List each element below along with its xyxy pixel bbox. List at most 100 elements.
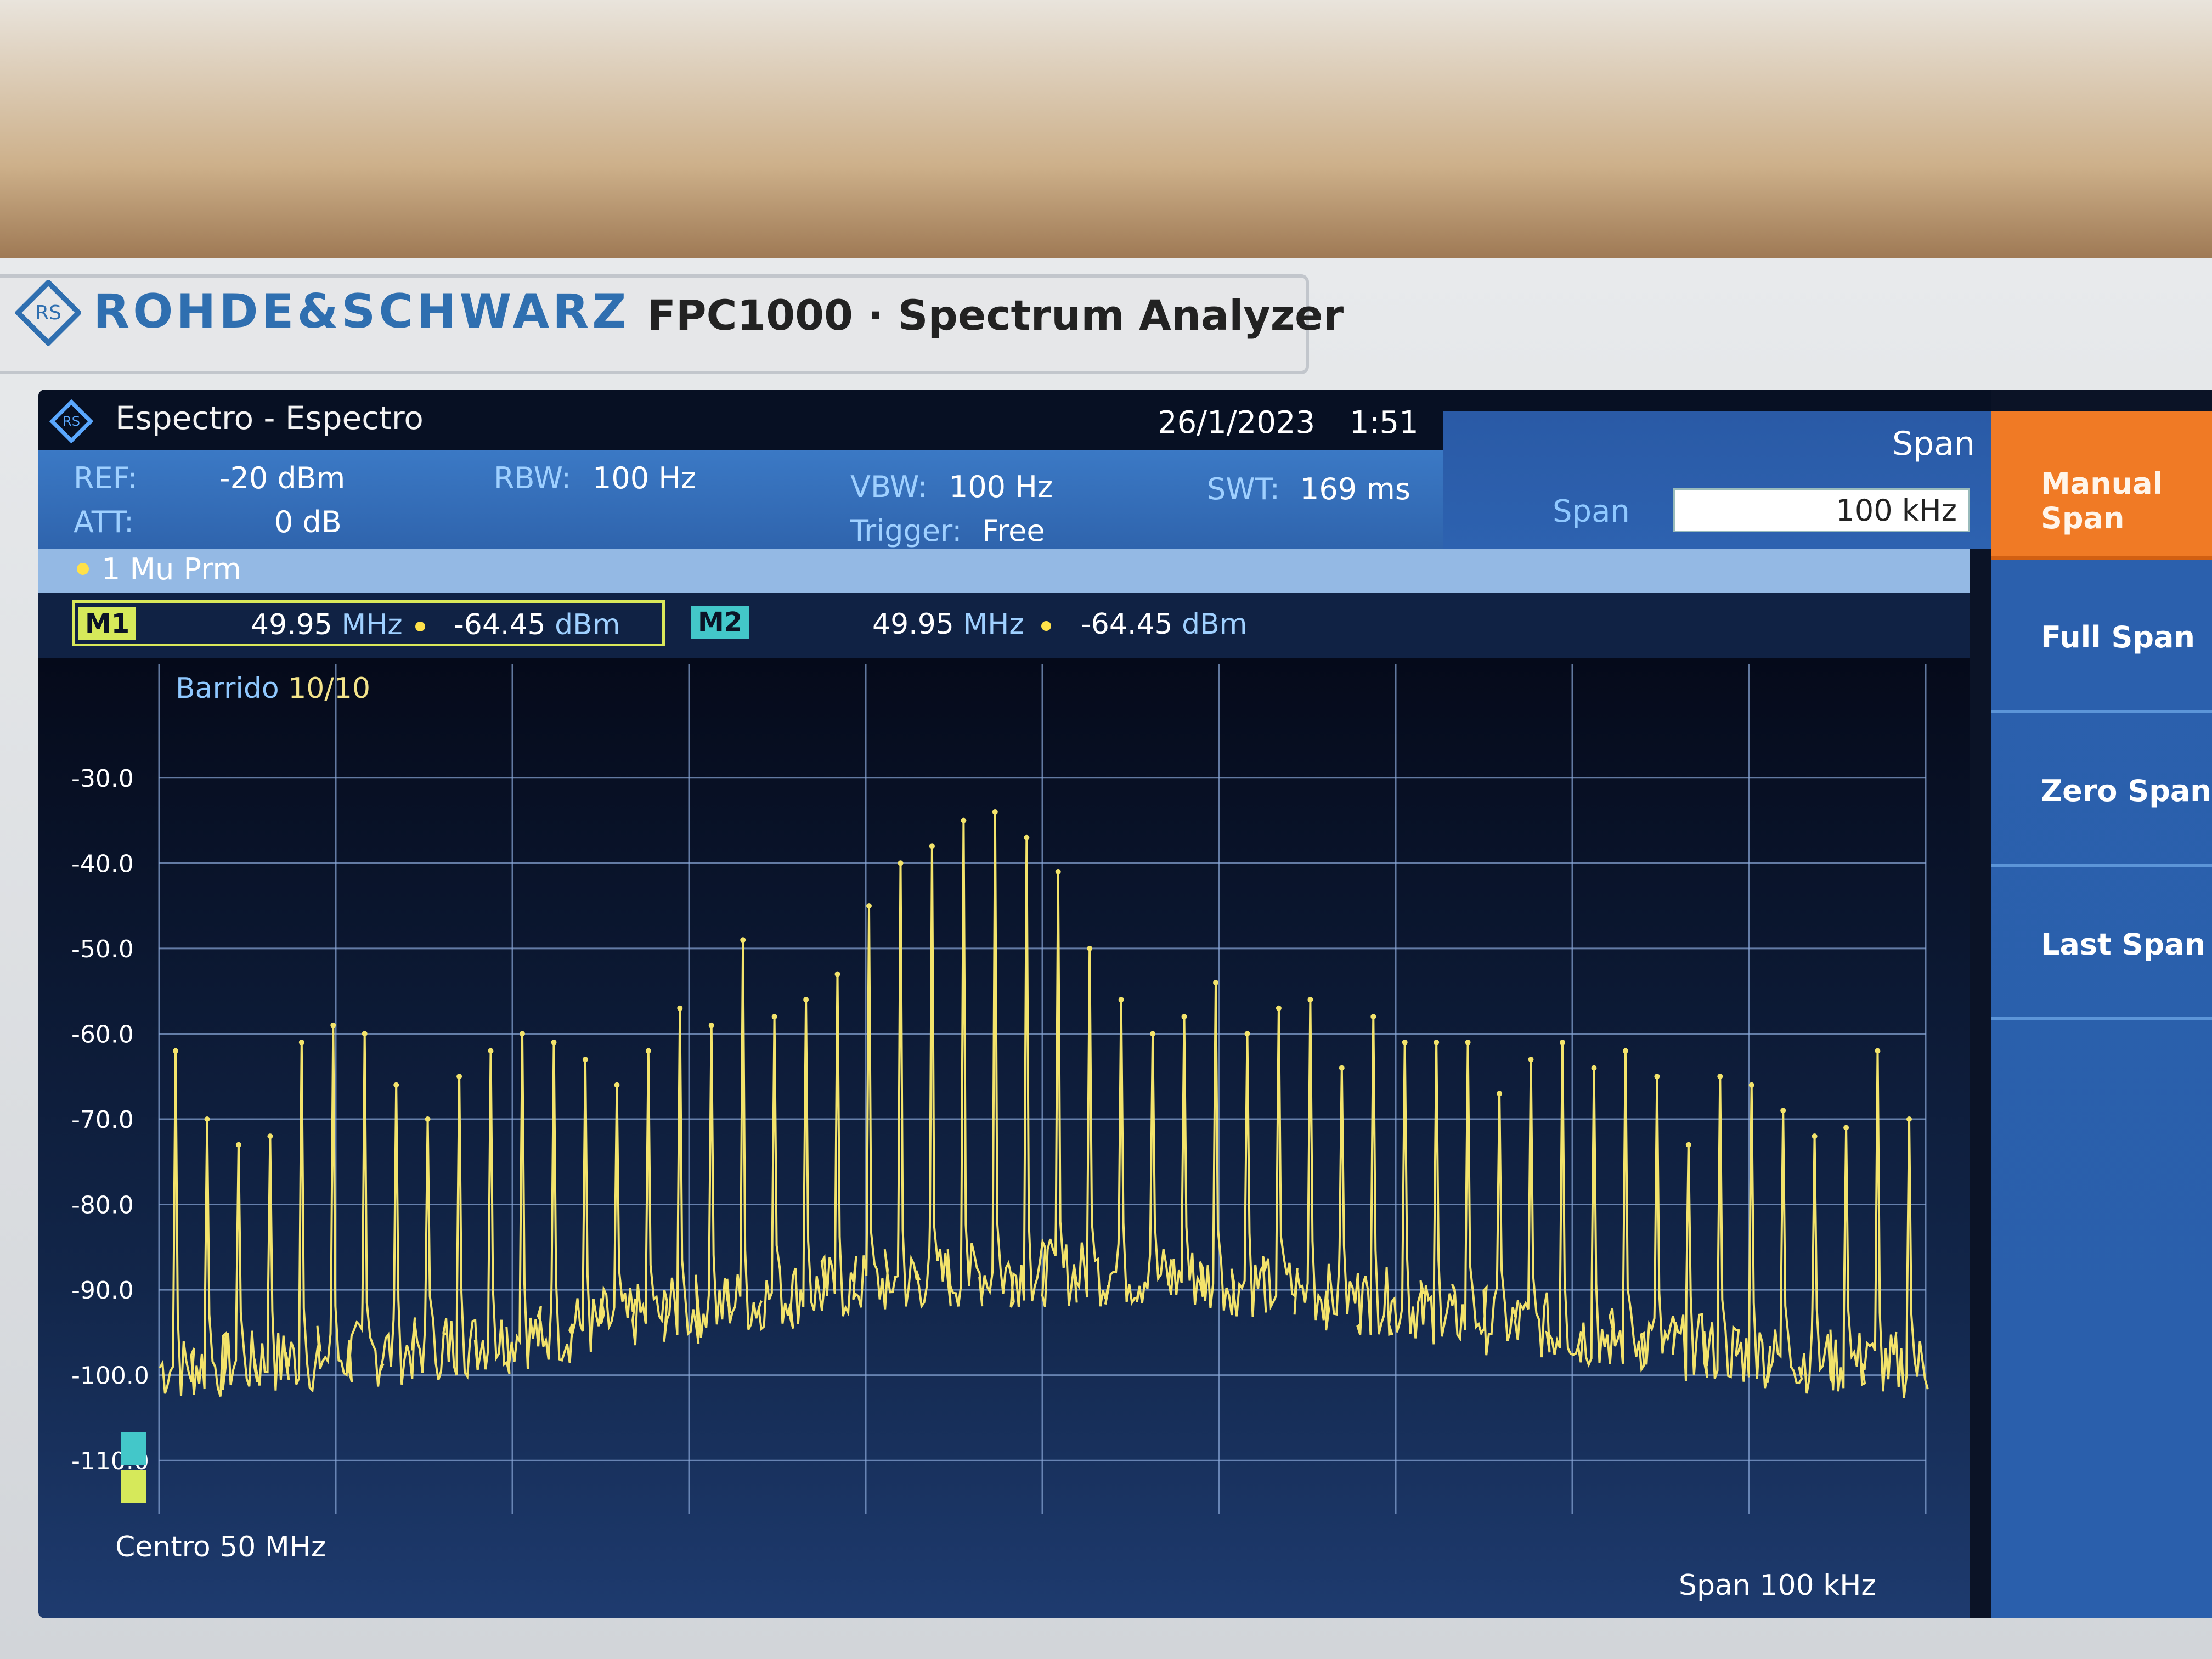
ref-value[interactable]: -20 dBm bbox=[219, 461, 346, 495]
trace-peak bbox=[834, 971, 840, 977]
brand-name: ROHDE&SCHWARZ bbox=[93, 284, 630, 339]
y-tick-label: -80.0 bbox=[71, 1192, 134, 1220]
trace-peak bbox=[1875, 1048, 1881, 1054]
sweep-counter: Barrido 10/10 bbox=[176, 672, 371, 705]
spectrum-chart: -30.0 -40.0 -50.0 -60.0 -70.0 -80.0 -90.0 -100.… bbox=[71, 664, 1929, 1514]
clock: 1:51 bbox=[1350, 405, 1419, 441]
trace-peak bbox=[1434, 1040, 1440, 1045]
trace-peak bbox=[362, 1031, 368, 1037]
trace-peak bbox=[645, 1048, 651, 1054]
ref-label: REF: bbox=[74, 461, 138, 495]
app-title: Espectro - Espectro bbox=[115, 399, 424, 437]
softkey-zero-span[interactable]: Zero Span bbox=[1991, 719, 2212, 867]
trace-peak bbox=[1812, 1133, 1818, 1139]
marker-1-flag[interactable] bbox=[121, 1470, 146, 1503]
rbw-value[interactable]: 100 Hz bbox=[592, 461, 697, 495]
trace-peak bbox=[1497, 1091, 1503, 1097]
trace-peak bbox=[551, 1040, 557, 1045]
trace-peak bbox=[488, 1048, 494, 1054]
att-value[interactable]: 0 dB bbox=[274, 505, 342, 539]
softkey-manual-span[interactable]: Manual Span bbox=[1991, 411, 2212, 560]
marker-2-dot bbox=[1041, 621, 1051, 631]
trace-peak bbox=[1150, 1031, 1156, 1037]
y-tick-label: -40.0 bbox=[71, 850, 134, 878]
trace-peak bbox=[425, 1116, 431, 1122]
trace-peak bbox=[1024, 834, 1030, 840]
marker-2-frequency: 49.95 MHz bbox=[872, 608, 1024, 641]
trace-peak bbox=[298, 1040, 304, 1045]
trace-peak bbox=[961, 817, 967, 823]
trace-peak bbox=[1402, 1040, 1408, 1045]
trace-peak bbox=[1276, 1005, 1282, 1011]
device-model: FPC1000 · Spectrum Analyzer bbox=[647, 291, 1344, 340]
trace-peak bbox=[803, 997, 809, 1003]
trace-peak bbox=[173, 1048, 178, 1054]
brand-plate bbox=[0, 274, 1309, 374]
span-panel-title: Span bbox=[1892, 425, 1975, 463]
trace-peak bbox=[1780, 1108, 1786, 1114]
marker-readout-row: M1 49.95 MHz -64.45 dBm M2 49.95 MHz -64… bbox=[38, 592, 1970, 658]
trace-peak bbox=[898, 860, 904, 866]
softkey-last-span[interactable]: Last Span bbox=[1991, 872, 2212, 1020]
trace-peak bbox=[1087, 945, 1093, 951]
trace-peak bbox=[929, 843, 935, 849]
vbw-label: VBW: bbox=[850, 470, 928, 504]
y-tick-label: -30.0 bbox=[71, 765, 134, 793]
trigger-value[interactable]: Free bbox=[982, 514, 1045, 548]
span-panel: Span Span bbox=[1443, 411, 1991, 549]
span-field-label: Span bbox=[1553, 494, 1630, 529]
trace-peak bbox=[1843, 1125, 1849, 1131]
trace-peak bbox=[677, 1005, 683, 1011]
trace-peak bbox=[614, 1082, 620, 1088]
swt-value[interactable]: 169 ms bbox=[1300, 472, 1410, 506]
softkey-full-span[interactable]: Full Span bbox=[1991, 565, 2212, 713]
marker-2-flag[interactable] bbox=[121, 1432, 146, 1465]
marker-1-frequency: 49.95 MHz bbox=[251, 608, 403, 641]
spectrum-plot[interactable]: -30.0 -40.0 -50.0 -60.0 -70.0 -80.0 -90.0 -100.… bbox=[38, 658, 1970, 1618]
marker-2-tag[interactable]: M2 bbox=[691, 606, 749, 639]
rbw-label: RBW: bbox=[494, 461, 572, 495]
trace-peak bbox=[1560, 1040, 1565, 1045]
trace-peak bbox=[1717, 1074, 1723, 1080]
marker-2-level: -64.45 dBm bbox=[1081, 608, 1248, 641]
trace-peak bbox=[1055, 868, 1061, 874]
marker-1-readout[interactable]: M1 49.95 MHz -64.45 dBm bbox=[72, 600, 665, 646]
trace-peak bbox=[1622, 1048, 1628, 1054]
trace-peak bbox=[740, 937, 746, 943]
span-input[interactable] bbox=[1673, 488, 1970, 532]
trace-peak bbox=[1591, 1065, 1597, 1071]
trace-peak bbox=[1685, 1142, 1691, 1148]
y-tick-label: -100.0 bbox=[71, 1362, 149, 1390]
trace-peak bbox=[1118, 997, 1124, 1003]
trace-peak bbox=[708, 1022, 714, 1028]
center-frequency-label: Centro 50 MHz bbox=[115, 1531, 326, 1564]
rs-small-logo-icon: RS bbox=[49, 399, 93, 443]
trace-peak bbox=[1465, 1040, 1471, 1045]
trace-peak bbox=[582, 1057, 588, 1063]
trace-peak bbox=[456, 1074, 462, 1080]
rohde-schwarz-logo-icon: RS bbox=[15, 280, 81, 346]
svg-text:RS: RS bbox=[63, 414, 80, 429]
trace-label[interactable]: 1 Mu Prm bbox=[101, 552, 241, 586]
y-tick-label: -50.0 bbox=[71, 935, 134, 963]
trace-peak bbox=[267, 1133, 273, 1139]
spectrum-trace bbox=[159, 811, 1929, 1398]
trace-peak bbox=[1181, 1014, 1187, 1020]
trace-peak bbox=[1654, 1074, 1660, 1080]
vbw-value[interactable]: 100 Hz bbox=[949, 470, 1053, 504]
swt-label: SWT: bbox=[1207, 472, 1280, 506]
date: 26/1/2023 bbox=[1158, 405, 1316, 441]
att-label: ATT: bbox=[74, 505, 134, 539]
softkey-panel: Manual Span Full Span Zero Span Last Spa… bbox=[1991, 411, 2212, 1618]
trace-peak bbox=[771, 1014, 777, 1020]
trace-peak bbox=[1370, 1014, 1376, 1020]
y-tick-label: -70.0 bbox=[71, 1106, 134, 1134]
trace-peak bbox=[1528, 1057, 1534, 1063]
span-footer-label: Span 100 kHz bbox=[1679, 1569, 1876, 1602]
marker-1-tag: M1 bbox=[78, 607, 137, 640]
marker-1-level: -64.45 dBm bbox=[454, 608, 620, 641]
trace-peak bbox=[866, 903, 872, 909]
trace-peak bbox=[992, 809, 998, 815]
marker-1-dot bbox=[415, 622, 425, 631]
trace-peak bbox=[1748, 1082, 1754, 1088]
